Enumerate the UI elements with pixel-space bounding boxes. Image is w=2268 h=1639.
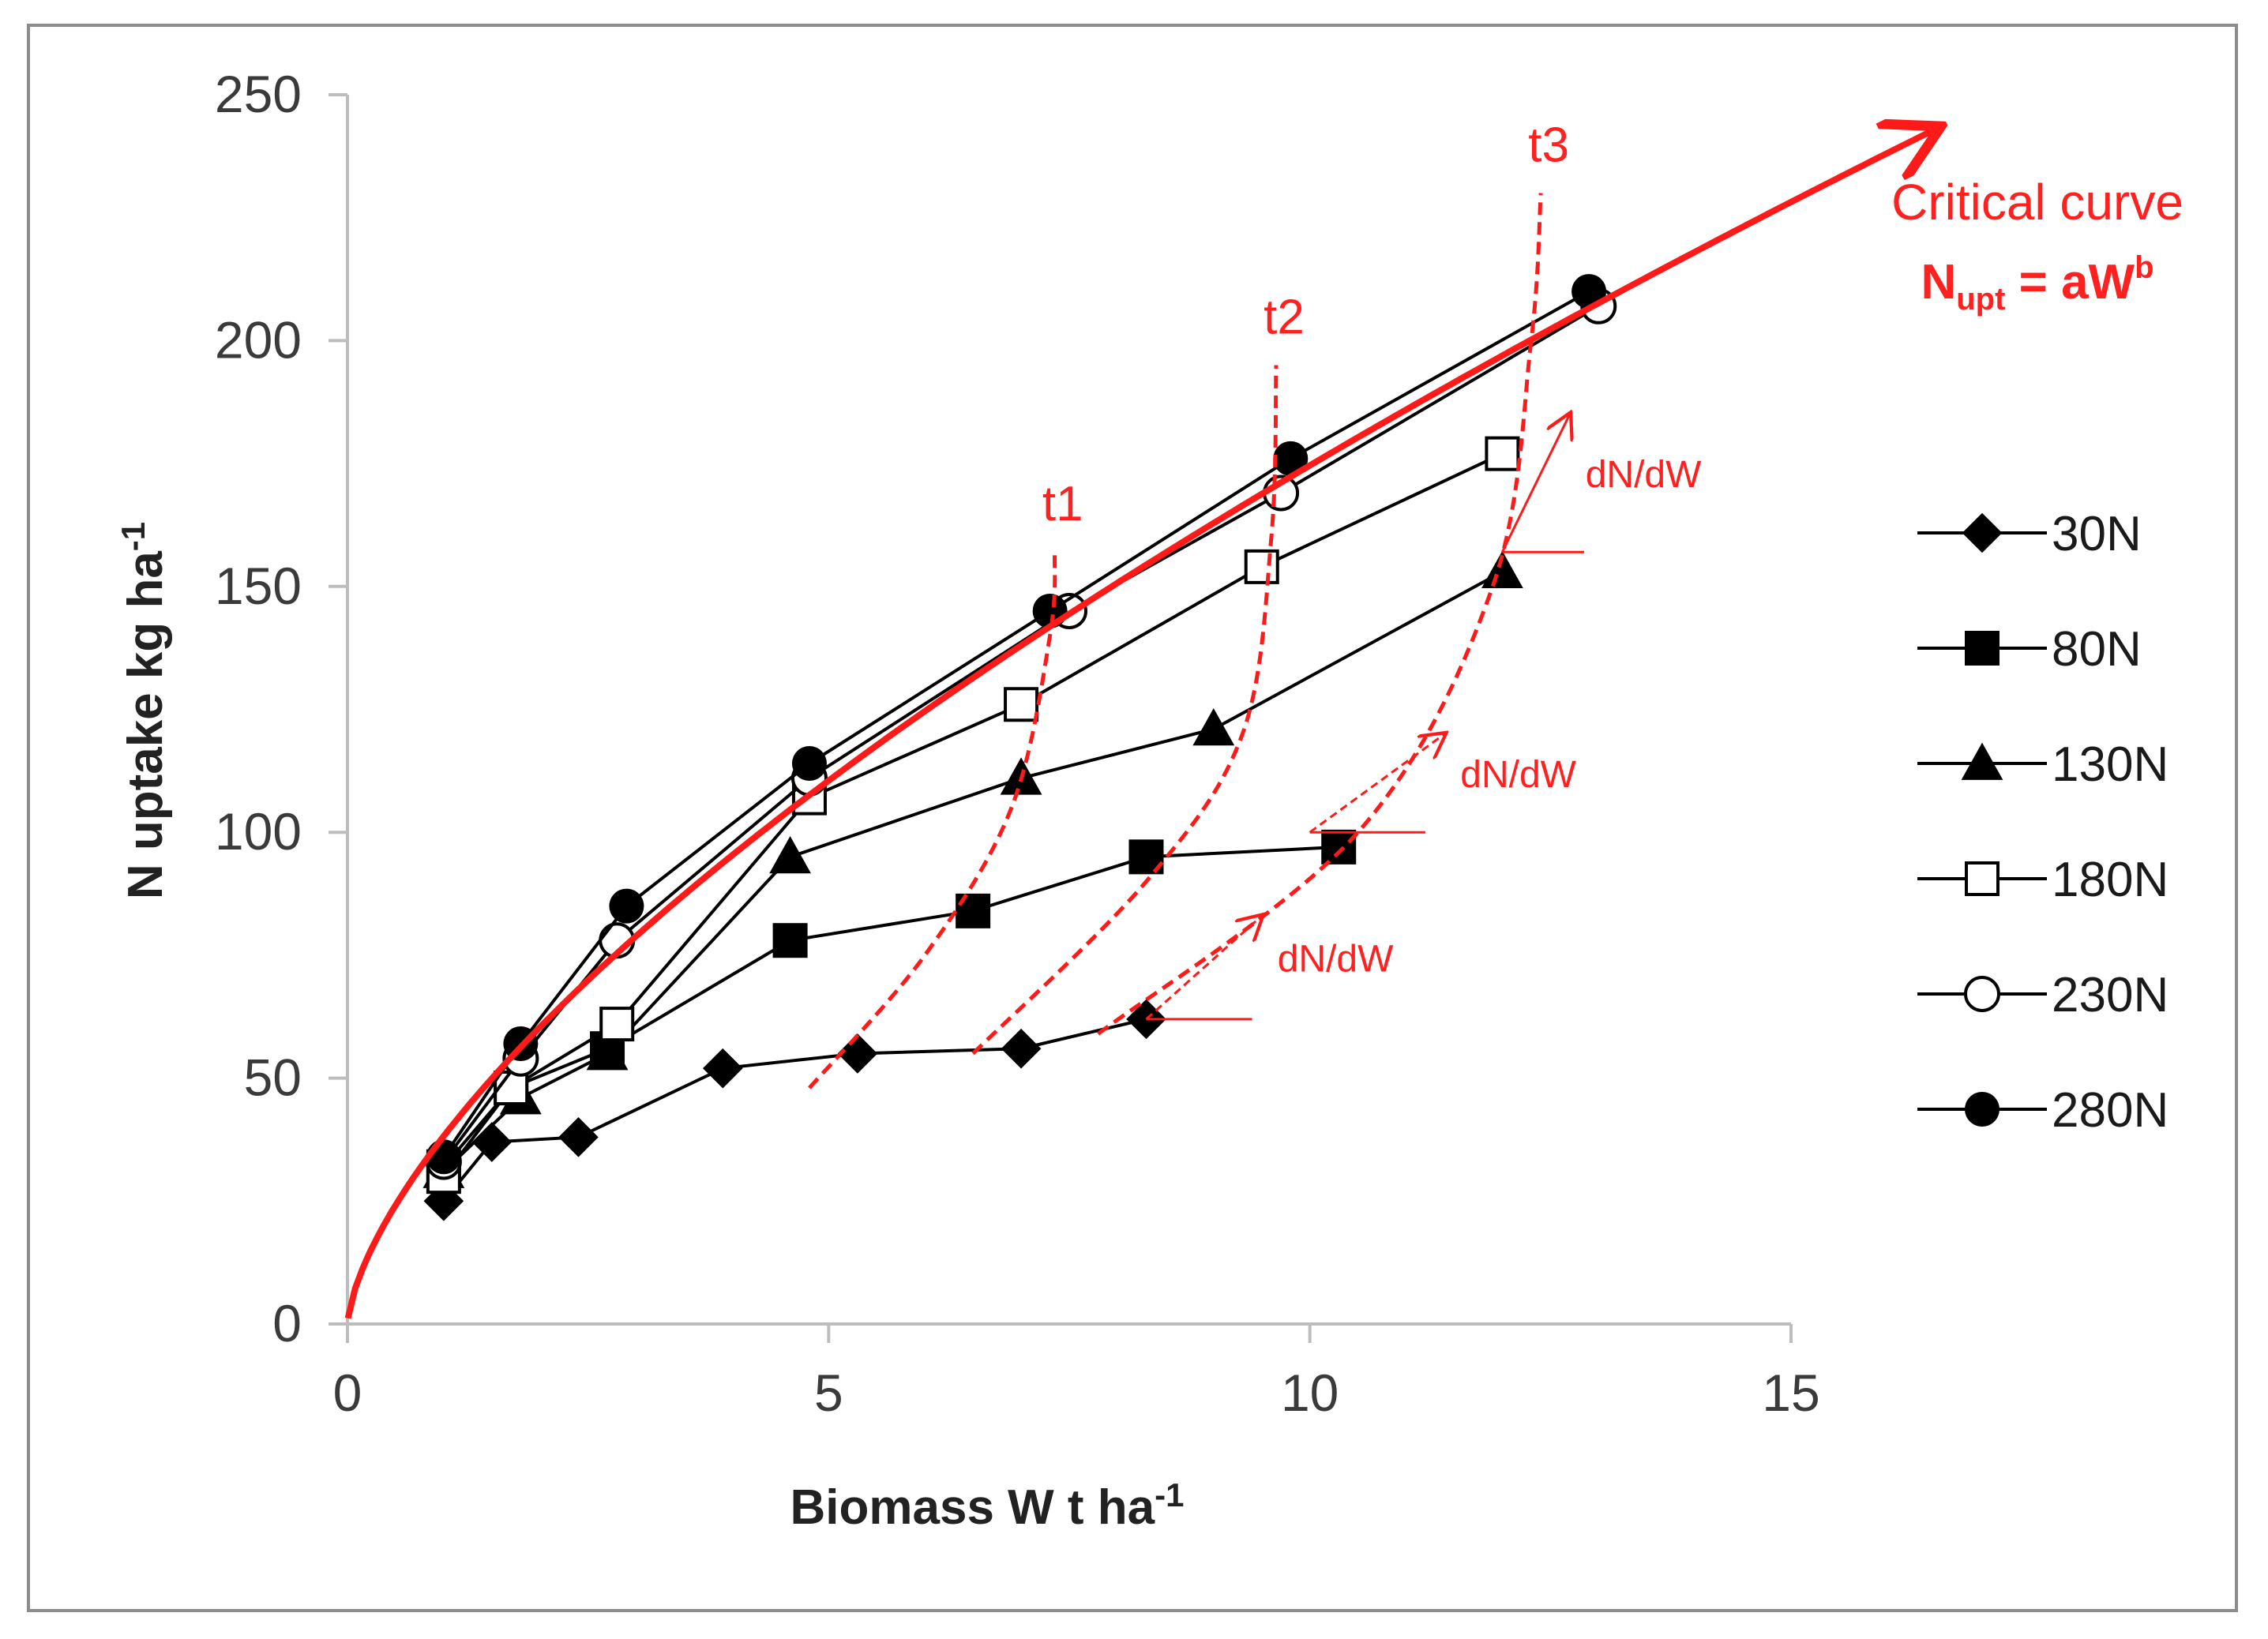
x-axis-title: Biomass W t ha-1: [790, 1476, 1185, 1535]
legend-label-180N: 180N: [2052, 853, 2168, 907]
y-axis-title: N uptake kg ha-1: [115, 522, 173, 899]
data-point-180N: [1004, 687, 1039, 722]
x-tick-label: 0: [333, 1363, 362, 1422]
data-point-80N: [1321, 829, 1357, 865]
legend-marker-280N: [1965, 1092, 2000, 1127]
data-point-130N: [586, 1033, 629, 1071]
data-point-280N: [1273, 441, 1309, 476]
critical-curve: [344, 129, 1936, 1319]
time-line-label-t3: t3: [1528, 118, 1569, 173]
y-tick-label: 100: [215, 802, 302, 861]
data-point-30N: [1001, 1028, 1042, 1069]
x-ticks: 0 5 10 15: [333, 1324, 1820, 1422]
slope-arrow: [1309, 734, 1445, 834]
time-line-t3: [1097, 193, 1543, 1036]
slope-annotation: dN/dW: [1309, 734, 1577, 834]
data-point-130N: [1481, 550, 1523, 589]
data-point-30N: [558, 1117, 599, 1157]
chart-frame: [27, 24, 2238, 1612]
slope-arrow: [1501, 414, 1569, 553]
series-130N: [422, 550, 1523, 1188]
y-tick-label: 150: [215, 557, 302, 615]
critical-curve-layer: [344, 129, 1936, 1319]
time-lines-layer: t1 t2 t3: [808, 118, 1569, 1090]
slope-label: dN/dW: [1278, 938, 1394, 980]
data-point-280N: [791, 746, 827, 782]
data-point-30N: [471, 1122, 513, 1162]
slope-arrow: [1145, 916, 1261, 1020]
series-line-30N: [442, 1017, 1147, 1202]
y-tick-label: 250: [215, 65, 302, 123]
slope-layer: dN/dW dN/dW dN/dW: [1145, 414, 1702, 1021]
series-layer: [422, 274, 1617, 1221]
legend-label-80N: 80N: [2052, 622, 2142, 677]
x-tick-label: 5: [814, 1363, 843, 1422]
legend-item-230N: 230N: [1917, 968, 2168, 1022]
legend: 30N 80N 130N 180N 230N 280N: [1917, 507, 2168, 1138]
legend-marker-80N: [1965, 631, 2000, 666]
y-ticks: 0 50 100 150 200 250: [215, 65, 347, 1352]
data-point-30N: [702, 1048, 743, 1089]
legend-item-180N: 180N: [1917, 853, 2168, 907]
legend-item-80N: 80N: [1917, 622, 2142, 677]
time-line-t1: [808, 552, 1057, 1090]
data-point-280N: [609, 888, 644, 924]
time-line-t2: [971, 365, 1279, 1056]
data-point-80N: [772, 923, 808, 958]
slope-annotation: dN/dW: [1501, 414, 1702, 553]
data-point-30N: [837, 1033, 878, 1074]
legend-label-30N: 30N: [2052, 507, 2142, 561]
critical-curve-label: Critical curve: [1891, 174, 2184, 231]
time-line-label-t2: t2: [1264, 291, 1305, 345]
legend-label-280N: 280N: [2052, 1083, 2168, 1138]
data-point-80N: [956, 893, 991, 928]
legend-item-130N: 130N: [1917, 737, 2168, 792]
slope-label: dN/dW: [1586, 454, 1702, 496]
critical-curve-equation: Nupt = aWb: [1921, 250, 2153, 317]
legend-item-280N: 280N: [1917, 1083, 2168, 1138]
data-point-180N: [1244, 549, 1279, 584]
data-point-180N: [599, 1007, 635, 1042]
y-tick-label: 0: [272, 1294, 302, 1352]
time-line-label-t1: t1: [1042, 477, 1083, 531]
legend-marker-180N: [1965, 861, 2000, 896]
slope-label: dN/dW: [1460, 754, 1576, 796]
legend-marker-130N: [1961, 742, 2003, 780]
legend-label-230N: 230N: [2052, 968, 2168, 1022]
legend-marker-30N: [1962, 512, 2003, 553]
legend-marker-230N: [1964, 976, 2000, 1012]
x-tick-label: 10: [1281, 1363, 1339, 1422]
legend-item-30N: 30N: [1917, 507, 2142, 561]
slope-annotation: dN/dW: [1145, 916, 1394, 1021]
y-tick-label: 50: [244, 1048, 302, 1107]
y-tick-label: 200: [215, 310, 302, 369]
data-point-130N: [1192, 708, 1235, 746]
data-point-130N: [769, 835, 811, 874]
legend-label-130N: 130N: [2052, 737, 2168, 792]
x-tick-label: 15: [1762, 1363, 1819, 1422]
axes: [346, 95, 1791, 1326]
data-point-180N: [1485, 436, 1520, 471]
series-180N: [426, 436, 1520, 1195]
